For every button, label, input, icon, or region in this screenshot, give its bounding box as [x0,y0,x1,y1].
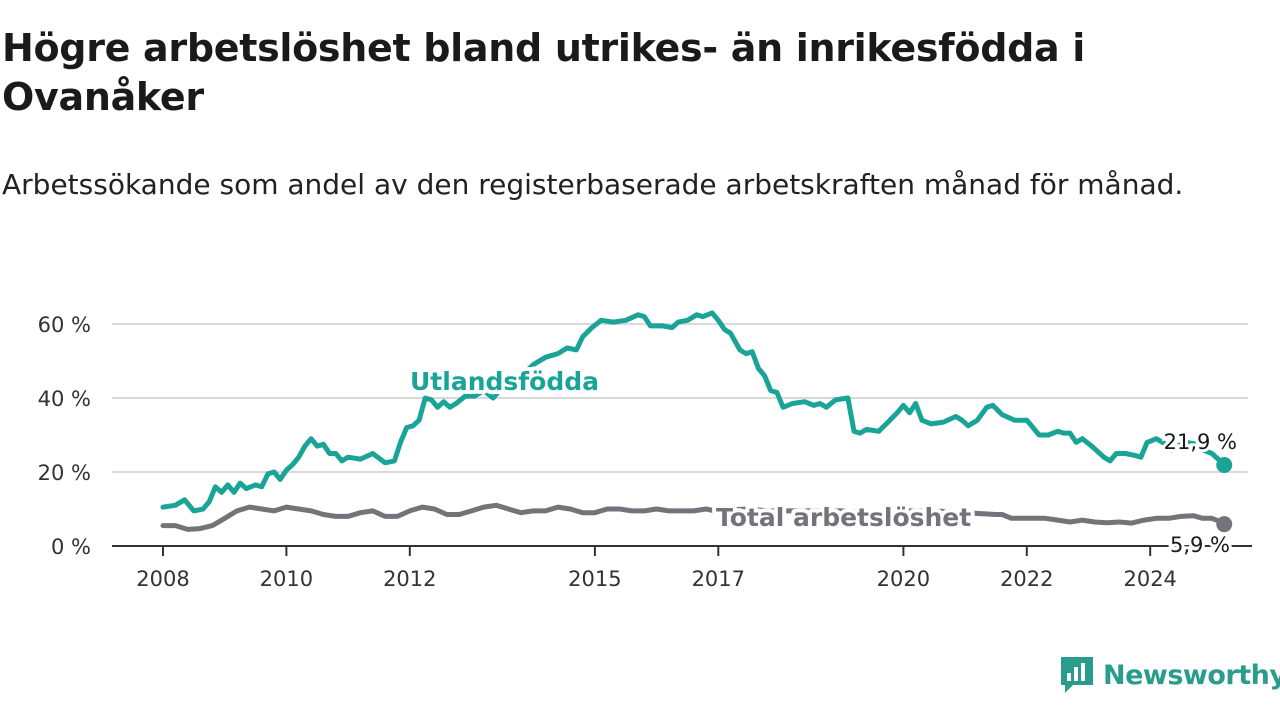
series-label: Total arbetslöshet [716,503,971,532]
end-value-label: 5,9 % [1170,533,1230,557]
x-tick-label: 2022 [1000,567,1053,591]
x-axis: 2008 2010 2012 2015 2017 2020 2022 2024 [112,545,1252,591]
x-tick-label: 2024 [1123,567,1176,591]
series-labels: Utlandsfödda Total arbetslöshet 21,9 % 5,9 … [406,363,1240,560]
series-lines [160,310,1233,533]
newsworthy-logo: Newsworthy [1059,655,1280,695]
end-value-label: 21,9 % [1164,430,1237,454]
chart-title: Högre arbetslöshet bland utrikes- än inr… [2,26,1085,119]
y-tick-label: 60 % [38,313,91,337]
y-tick-label: 40 % [38,387,91,411]
chart-subtitle: Arbetssökande som andel av den registerb… [2,168,1184,201]
x-tick-label: 2012 [383,567,436,591]
y-axis-labels: 0 % 20 % 40 % 60 % [38,313,91,559]
series-label: Utlandsfödda [410,367,599,396]
newsworthy-icon [1061,657,1093,693]
x-tick-label: 2008 [136,567,189,591]
series-end-marker [1216,516,1233,533]
gridlines [112,323,1248,473]
y-tick-label: 20 % [38,461,91,485]
y-tick-label: 0 % [51,535,91,559]
series-end-marker [1216,456,1233,473]
x-tick-label: 2020 [877,567,930,591]
brand-name: Newsworthy [1103,659,1280,691]
series-line [160,310,1227,514]
series-line [160,502,1227,532]
x-tick-label: 2017 [692,567,745,591]
x-tick-label: 2015 [568,567,621,591]
x-tick-label: 2010 [260,567,313,591]
